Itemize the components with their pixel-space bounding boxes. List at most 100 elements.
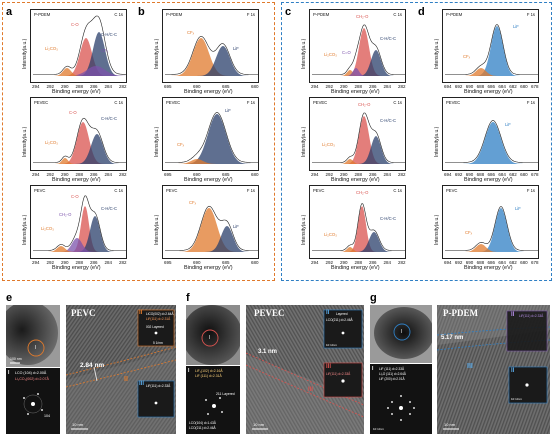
xps-sample-name-d2: PEVEC [446, 100, 461, 105]
xps-panel-c2: PEVEC C 1s CH₂-O C-H/C-C Li₂CO₃ [309, 97, 406, 171]
xps-tick-b2-1: 690 [193, 172, 201, 177]
xps-peak-label-a1-0: C-O [71, 22, 79, 27]
xps-tick-d2-3: 688 [476, 172, 485, 177]
xps-panel-a2: PEVEC C 1s C-O C-H/C-C Li₂CO₃ [30, 97, 127, 171]
xps-xlabel-b3: Binding energy (eV) [184, 265, 233, 271]
tem-f-fft-annot-2: LiF (111) d=2.31Å [195, 374, 222, 378]
xps-tick-d2-2: 690 [465, 172, 474, 177]
xps-peak-label-a1-3: Li₂CO₃ [45, 46, 58, 51]
xps-peak-b1-0 [165, 38, 258, 76]
xps-core-level-c1: C 1s [393, 12, 402, 17]
xps-tick-c2-5: 284 [383, 172, 392, 177]
xps-plot-b1 [165, 35, 258, 76]
xps-tick-c3-2: 290 [340, 260, 348, 265]
xps-peak-b2-0 [165, 114, 258, 164]
xps-tick-c2-0: 294 [311, 172, 319, 177]
xps-core-level-d2: F 1s [526, 100, 535, 105]
tem-f-fft-annot-4: LCO(104) d=1.43Å [189, 421, 216, 425]
xps-tick-a1-1: 292 [46, 84, 55, 89]
tem-e-roman-ii-region: II [124, 376, 128, 383]
xps-xlabel-c2: Binding energy (eV) [331, 177, 380, 183]
xps-peak-label-c2-2: Li₂CO₃ [322, 142, 335, 147]
tem-g-scale-big: 10 nm [444, 422, 456, 427]
xps-core-level-c2: C 1s [393, 100, 402, 105]
xps-panel-b1: P-PDEM F 1s CFₓ LiF [162, 9, 259, 83]
xps-peak-c3-1 [312, 232, 405, 252]
xps-tick-b2-3: 680 [251, 172, 259, 177]
xps-tick-a2-3: 288 [75, 172, 84, 177]
xps-sample-name-b1: P-PDEM [166, 12, 183, 17]
xps-peak-label-d1-1: CFₓ [463, 54, 470, 59]
xps-peak-c2-1 [312, 136, 405, 164]
xps-tick-a2-2: 290 [61, 172, 69, 177]
xps-tick-d1-8: 678 [531, 84, 539, 89]
xps-sample-name-c1: P-PDEM [313, 12, 330, 17]
xps-tick-d3-5: 684 [498, 260, 506, 265]
xps-peak-label-a2-2: Li₂CO₃ [45, 140, 58, 145]
xps-ylabel-d1: Intensity(a.u.) [434, 38, 440, 69]
tem-g-roman-iii: III [467, 363, 473, 370]
tem-e-fft-annot-1: LCO (104) d=2.00Å [15, 371, 47, 375]
xps-tick-c1-5: 284 [383, 84, 392, 89]
xps-envelope-a3 [33, 195, 126, 251]
xps-xlabel-a1: Binding energy (eV) [52, 89, 101, 95]
xps-sample-name-c3: PEVC [313, 188, 325, 193]
xps-ylabel-d3: Intensity(a.u.) [434, 214, 440, 245]
xps-peak-label-d2-0: LiF [505, 122, 511, 127]
xps-peak-c3-0 [312, 206, 405, 252]
xps-xlabel-d2: Binding energy (eV) [464, 177, 513, 183]
xps-core-level-a2: C 1s [114, 100, 123, 105]
tem-f-roman-ii: II [326, 310, 330, 316]
xps-peak-label-c2-1: C-H/C-C [380, 118, 397, 123]
xps-tick-a1-5: 284 [104, 84, 113, 89]
xps-tick-c3-5: 284 [383, 260, 392, 265]
group-box-ab [2, 2, 275, 281]
xps-tick-c3-1: 292 [325, 260, 334, 265]
tem-e-fft-annot-3: 104 [44, 414, 50, 418]
tem-f-fft-image: I LiF₂(102) d=2.16Å LiF (111) d=2.31Å 21… [186, 366, 240, 434]
xps-tick-d3-3: 688 [476, 260, 485, 265]
xps-tick-c2-6: 282 [398, 172, 406, 177]
xps-sample-name-b2: PEVEC [166, 100, 181, 105]
tem-f-annot-iii: LiF(111) d=2.33Å [326, 372, 351, 376]
xps-envelope-c3 [312, 202, 405, 251]
xps-plot-a1 [33, 15, 126, 76]
xps-envelope-b3 [165, 205, 258, 251]
xps-sample-name-a1: P-PDEM [34, 12, 51, 17]
xps-tick-d2-6: 682 [509, 172, 517, 177]
tem-g-fft-annot-2: Li₂O (111) d=2.64Å [379, 372, 406, 376]
xps-plot-d3 [445, 206, 538, 252]
xps-peak-label-b3-1: LiF [233, 224, 239, 229]
xps-tick-a3-1: 292 [46, 260, 55, 265]
xps-panel-b3: PEVC F 1s CFₓ LiF [162, 185, 259, 259]
xps-tick-c2-3: 288 [354, 172, 363, 177]
xps-peak-label-d3-1: CFₓ [465, 230, 472, 235]
xps-tick-c1-4: 286 [369, 84, 377, 89]
xps-peak-d1-0 [445, 26, 538, 76]
tem-e-annot-iii: LiF(111) d=2.33Å [146, 384, 171, 388]
xps-tick-d2-4: 686 [487, 172, 496, 177]
xps-peak-label-a1-2: CF₃ [101, 48, 109, 53]
xps-tick-c1-3: 288 [354, 84, 363, 89]
xps-peak-a1-0 [33, 38, 126, 76]
xps-plot-c1 [312, 24, 405, 76]
xps-xlabel-a3: Binding energy (eV) [52, 265, 101, 271]
xps-tick-a1-4: 286 [90, 84, 98, 89]
xps-tick-a1-2: 290 [61, 84, 69, 89]
tem-f-fft-annot-5: LCO(211) d=2.46Å [189, 426, 216, 430]
xps-peak-label-b1-0: CFₓ [187, 30, 194, 35]
tem-e-fft-roman-i: I [8, 370, 10, 376]
xps-tick-b2-0: 695 [164, 172, 172, 177]
tem-e-fft-image: I LCO (104) d=2.00Å Li₂CO₃(002) d=2.07Å … [6, 368, 60, 434]
xps-tick-d3-2: 690 [465, 260, 474, 265]
xps-peak-a2-0 [33, 122, 126, 164]
xps-tick-b1-1: 690 [193, 84, 201, 89]
tem-e-title: PEVC [71, 308, 96, 318]
xps-tick-d1-1: 692 [454, 84, 463, 89]
xps-plot-b3 [165, 205, 258, 252]
xps-tick-d1-2: 690 [465, 84, 474, 89]
xps-peak-b1-1 [165, 46, 258, 76]
panel-letter-e: e [6, 292, 13, 304]
xps-tick-b1-2: 685 [222, 84, 230, 89]
panel-letter-g: g [370, 292, 377, 304]
